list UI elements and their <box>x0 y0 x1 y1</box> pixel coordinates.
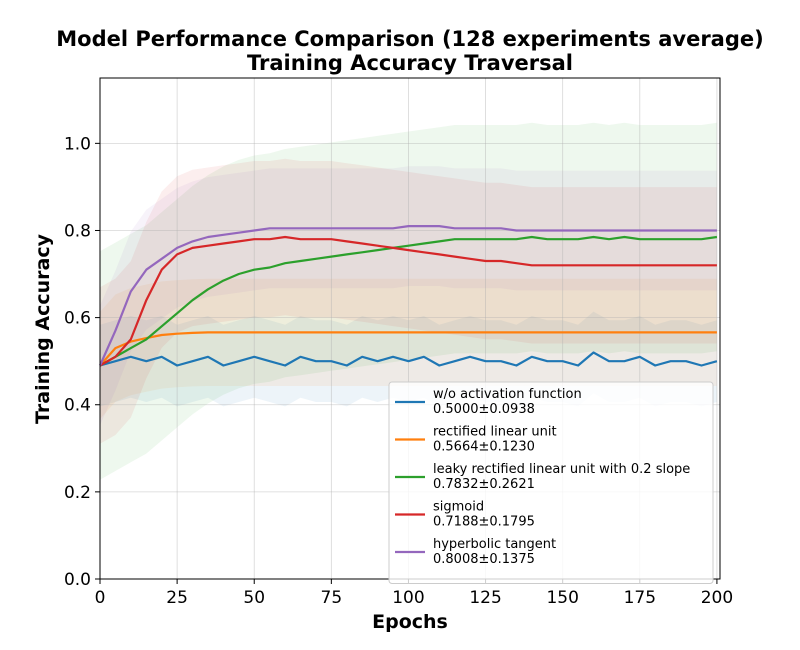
chart-title: Model Performance Comparison (128 experi… <box>56 27 763 51</box>
y-axis: 0.0 0.2 0.4 0.6 0.8 1.0 <box>64 134 100 590</box>
legend-label-2: leaky rectified linear unit with 0.2 slo… <box>433 462 690 477</box>
x-tick-label: 100 <box>392 588 424 608</box>
y-tick-label: 1.0 <box>64 134 91 154</box>
y-tick-label: 0.6 <box>64 309 91 329</box>
x-axis-label: Epochs <box>372 611 448 633</box>
chart-subtitle: Training Accuracy Traversal <box>247 51 573 75</box>
series-line-3 <box>99 235 717 367</box>
legend-stat-1: 0.5664±0.1230 <box>433 440 535 455</box>
y-tick-label: 0.0 <box>64 570 91 590</box>
y-axis-label: Training Accuracy <box>32 233 54 424</box>
x-tick-label: 175 <box>624 588 656 608</box>
x-tick-label: 200 <box>701 588 733 608</box>
legend-label-0: w/o activation function <box>433 387 582 402</box>
legend-stat-3: 0.7188±0.1795 <box>433 515 535 530</box>
legend-stat-0: 0.5000±0.0938 <box>433 402 535 417</box>
legend-stat-2: 0.7832±0.2621 <box>433 477 535 492</box>
legend-box <box>388 381 714 584</box>
series-line-0 <box>99 351 718 367</box>
y-tick-label: 0.4 <box>64 396 91 416</box>
y-tick-label: 0.8 <box>64 221 91 241</box>
x-tick-label: 75 <box>321 588 343 608</box>
series-line-2 <box>99 235 718 367</box>
x-tick-label: 150 <box>546 588 578 608</box>
series-line-4 <box>98 225 717 366</box>
x-tick-label: 25 <box>166 588 188 608</box>
x-axis: 0 25 50 75 100 125 150 175 200 <box>95 579 733 608</box>
legend-stat-4: 0.8008±0.1375 <box>433 552 535 567</box>
legend-label-3: sigmoid <box>433 500 484 515</box>
legend-label-1: rectified linear unit <box>433 425 557 440</box>
series-line-1 <box>99 331 717 367</box>
x-tick-label: 0 <box>95 588 106 608</box>
y-tick-label: 0.2 <box>64 483 91 503</box>
legend-label-4: hyperbolic tangent <box>433 537 556 552</box>
series-lines <box>98 225 718 367</box>
x-tick-label: 50 <box>243 588 265 608</box>
x-tick-label: 125 <box>469 588 501 608</box>
